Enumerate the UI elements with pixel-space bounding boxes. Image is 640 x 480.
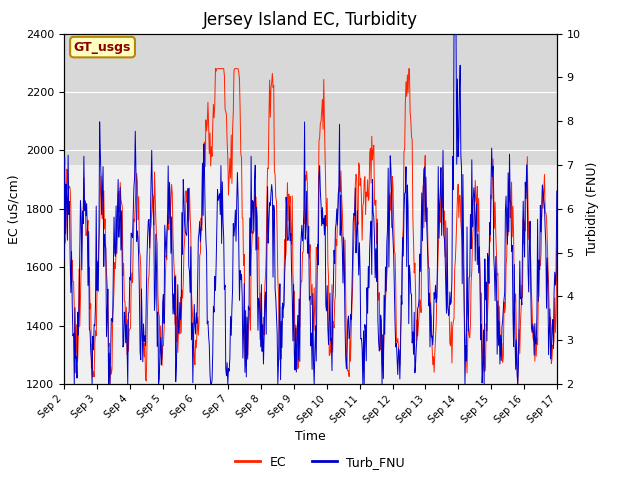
Bar [64, 34, 557, 165]
Title: Jersey Island EC, Turbidity: Jersey Island EC, Turbidity [203, 11, 418, 29]
Y-axis label: Turbidity (FNU): Turbidity (FNU) [586, 162, 599, 255]
Y-axis label: EC (uS/cm): EC (uS/cm) [8, 174, 20, 244]
Legend: EC, Turb_FNU: EC, Turb_FNU [230, 451, 410, 474]
Text: GT_usgs: GT_usgs [74, 41, 131, 54]
X-axis label: Time: Time [295, 430, 326, 444]
